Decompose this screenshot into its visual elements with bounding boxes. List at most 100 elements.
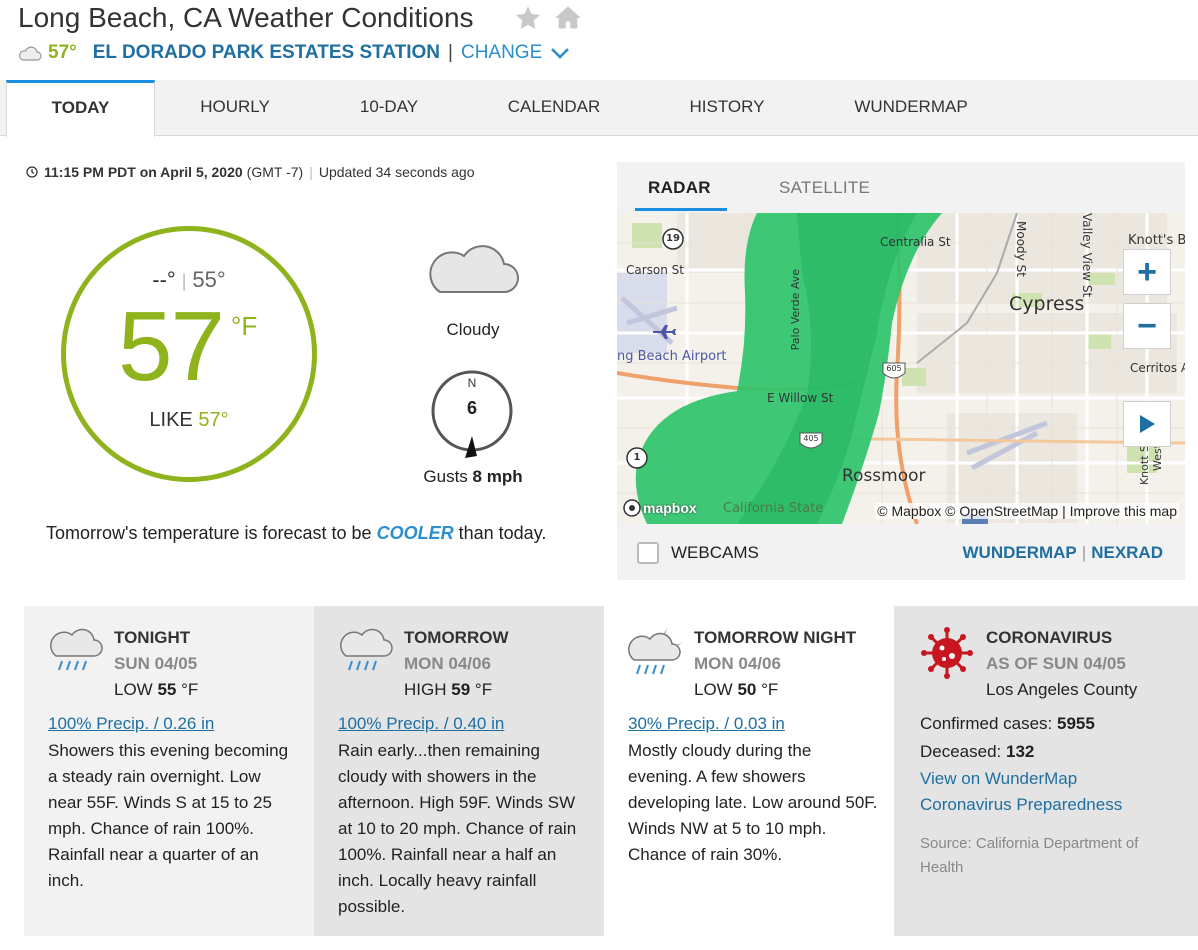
page-header: Long Beach, CA Weather Conditions 57° EL… bbox=[0, 0, 1198, 80]
forecast-temp-label: LOW bbox=[114, 680, 153, 699]
temp-unit: °F bbox=[231, 311, 258, 341]
star-icon[interactable] bbox=[514, 4, 542, 32]
change-station-link[interactable]: CHANGE bbox=[460, 42, 543, 63]
covid-wundermap-link[interactable]: View on WunderMap bbox=[920, 769, 1078, 788]
play-icon bbox=[1140, 415, 1155, 433]
map-label-cypress: Cypress bbox=[1009, 293, 1085, 315]
station-separator: | bbox=[448, 42, 453, 63]
zoom-out-button[interactable]: − bbox=[1123, 303, 1171, 349]
forecast-title: TOMORROW bbox=[404, 628, 509, 647]
covid-date: AS OF SUN 04/05 bbox=[986, 654, 1126, 673]
forecast-temp: LOW 55 °F bbox=[114, 680, 198, 700]
chevron-down-icon[interactable] bbox=[550, 46, 570, 60]
play-animation-button[interactable] bbox=[1123, 401, 1171, 447]
observation-timestamp: 11:15 PM PDT on April 5, 2020 (GMT -7) |… bbox=[26, 164, 475, 180]
map-label-valley-view: Valley View St bbox=[1080, 213, 1094, 298]
tab-10-day[interactable]: 10-DAY bbox=[359, 97, 419, 116]
station-temp: 57° bbox=[48, 42, 77, 63]
airport-icon bbox=[653, 325, 676, 339]
route-shields bbox=[626, 228, 988, 524]
forecast-temp-label: LOW bbox=[694, 680, 733, 699]
feels-like-value: 57° bbox=[198, 409, 229, 431]
tomorrow-pre: Tomorrow's temperature is forecast to be bbox=[46, 523, 372, 543]
radar-panel: RADAR SATELLITE bbox=[617, 162, 1185, 580]
forecast-temp-value: 50 bbox=[737, 680, 757, 699]
covid-confirmed-label: Confirmed cases: bbox=[920, 714, 1053, 733]
forecast-temp-unit: °F bbox=[181, 680, 199, 699]
nexrad-link[interactable]: NEXRAD bbox=[1091, 543, 1163, 562]
covid-deceased: Deceased: 132 bbox=[920, 742, 1034, 762]
cloud-icon bbox=[19, 46, 42, 61]
map-label-moody: Moody St bbox=[1014, 221, 1028, 277]
covid-confirmed: Confirmed cases: 5955 bbox=[920, 714, 1095, 734]
map-label-airport: ng Beach Airport bbox=[617, 349, 727, 364]
tab-radar[interactable]: RADAR bbox=[648, 178, 711, 197]
map-links-separator: | bbox=[1081, 543, 1087, 562]
tab-calendar[interactable]: CALENDAR bbox=[507, 97, 601, 116]
forecast-date: MON 04/06 bbox=[404, 654, 491, 673]
covid-deceased-value: 132 bbox=[1006, 742, 1035, 761]
observation-time: 11:15 PM PDT on April 5, 2020 bbox=[44, 164, 243, 180]
covid-deceased-label: Deceased: bbox=[920, 742, 1002, 761]
route-19-label: 19 bbox=[666, 233, 680, 244]
webcams-label[interactable]: WEBCAMS bbox=[671, 543, 759, 562]
forecast-card-tomorrow-night: TOMORROW NIGHT MON 04/06 LOW 50 °F 30% P… bbox=[604, 606, 894, 936]
radar-tab-indicator bbox=[635, 208, 727, 211]
forecast-temp: HIGH 59 °F bbox=[404, 680, 492, 700]
coronavirus-card: CORONAVIRUS AS OF SUN 04/05 Los Angeles … bbox=[894, 606, 1198, 936]
map-attribution[interactable]: © Mapbox © OpenStreetMap | Improve this … bbox=[875, 503, 1179, 519]
webcams-checkbox[interactable] bbox=[637, 542, 659, 564]
i405-label: 405 bbox=[803, 434, 819, 443]
precip-link[interactable]: 100% Precip. / 0.26 in bbox=[48, 714, 215, 733]
map-label-cerritos: Cerritos A bbox=[1130, 361, 1185, 375]
tomorrow-note: Tomorrow's temperature is forecast to be… bbox=[46, 523, 546, 544]
wind-arrow-icon bbox=[465, 436, 477, 458]
map-label-palo-verde: Palo Verde Ave bbox=[789, 269, 802, 351]
forecast-card-tonight: TONIGHT SUN 04/05 LOW 55 °F 100% Precip.… bbox=[24, 606, 314, 936]
wind-gusts: Gusts 8 mph bbox=[396, 467, 550, 487]
precip-link[interactable]: 100% Precip. / 0.40 in bbox=[338, 714, 505, 733]
tomorrow-post: than today. bbox=[458, 523, 547, 543]
tab-history[interactable]: HISTORY bbox=[689, 97, 765, 116]
wind-compass: N 6 bbox=[429, 368, 515, 458]
forecast-date: SUN 04/05 bbox=[114, 654, 198, 673]
map-label-centralia: Centralia St bbox=[880, 235, 951, 249]
wind-direction: N bbox=[467, 376, 477, 390]
tab-hourly[interactable]: HOURLY bbox=[200, 97, 270, 116]
wundermap-link[interactable]: WUNDERMAP bbox=[962, 543, 1077, 562]
mapbox-logo[interactable]: mapbox bbox=[623, 499, 697, 517]
station-name[interactable]: EL DORADO PARK ESTATES STATION bbox=[92, 42, 441, 63]
tab-wundermap[interactable]: WUNDERMAP bbox=[854, 97, 968, 116]
rain-cloud-icon bbox=[340, 628, 393, 671]
map-label-carson: Carson St bbox=[626, 263, 685, 277]
rain-cloud-icon bbox=[50, 628, 103, 671]
forecast-narrative: Showers this evening becoming a steady r… bbox=[48, 741, 289, 890]
current-temp: 57 bbox=[118, 291, 225, 401]
page-title: Long Beach, CA Weather Conditions bbox=[18, 2, 474, 33]
virus-icon bbox=[921, 627, 973, 679]
radar-map[interactable]: Carson St Centralia St Moody St Valley V… bbox=[617, 213, 1185, 524]
route-1-label: 1 bbox=[633, 452, 641, 463]
forecast-temp-unit: °F bbox=[761, 680, 779, 699]
condition-text: Cloudy bbox=[446, 320, 500, 339]
forecast-temp: LOW 50 °F bbox=[694, 680, 778, 700]
high-low-separator: | bbox=[181, 271, 187, 291]
gusts-label: Gusts bbox=[423, 467, 468, 486]
tab-satellite[interactable]: SATELLITE bbox=[779, 178, 871, 197]
cloudy-icon bbox=[429, 245, 519, 293]
i605-label: 605 bbox=[886, 364, 902, 373]
title-icons bbox=[514, 4, 582, 32]
tab-today[interactable]: TODAY bbox=[6, 80, 155, 137]
timestamp-separator: | bbox=[309, 164, 313, 180]
gmt-offset: (GMT -7) bbox=[246, 164, 304, 180]
forecast-date: MON 04/06 bbox=[694, 654, 781, 673]
zoom-in-button[interactable]: + bbox=[1123, 249, 1171, 295]
home-icon[interactable] bbox=[554, 4, 582, 32]
clock-icon bbox=[26, 166, 38, 178]
precip-link[interactable]: 30% Precip. / 0.03 in bbox=[628, 714, 785, 733]
forecast-temp-value: 59 bbox=[451, 680, 471, 699]
covid-preparedness-link[interactable]: Coronavirus Preparedness bbox=[920, 795, 1123, 814]
low-temp: 55° bbox=[192, 267, 226, 292]
mapbox-logo-text: mapbox bbox=[643, 500, 697, 516]
forecast-narrative: Mostly cloudy during the evening. A few … bbox=[628, 741, 878, 864]
